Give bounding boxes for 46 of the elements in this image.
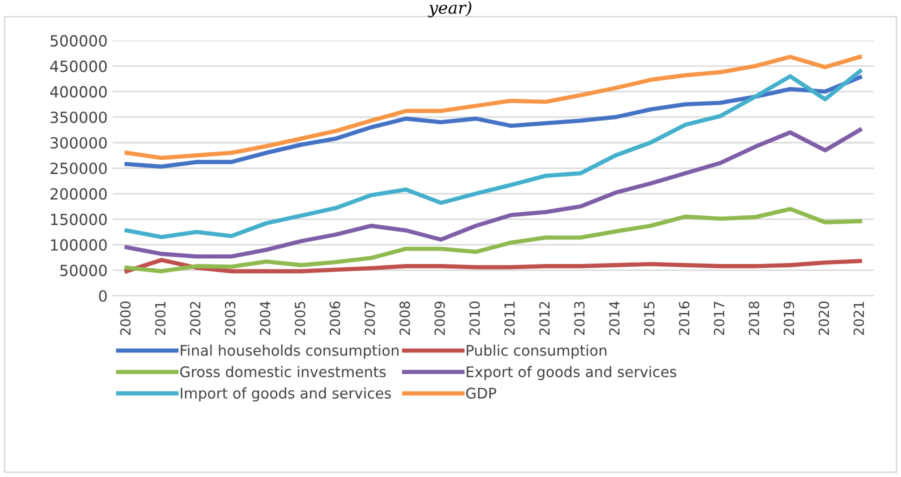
y-tick-label: 200000 [50, 188, 107, 200]
x-tick-label: 2006 [330, 301, 340, 335]
x-tick-label: 2019 [784, 302, 794, 335]
x-tick-label: 2013 [574, 302, 585, 335]
line-series [124, 258, 862, 274]
y-tick-label: 300000 [50, 137, 107, 149]
chart-title: year) [428, 0, 472, 18]
x-tick-label: 2002 [190, 302, 200, 335]
x-tick-label: 2012 [539, 302, 550, 335]
y-tick-label: 500000 [50, 35, 107, 47]
legend-label: GDP [466, 388, 496, 399]
legend-label: Public consumption [466, 344, 606, 359]
x-tick-label: 2011 [504, 302, 515, 335]
legend-label: Final households consumption [180, 344, 399, 359]
y-tick-label: 50000 [60, 264, 107, 276]
legend-label: Import of goods and services [180, 387, 391, 402]
legend-label: Gross domestic investments [180, 366, 386, 378]
x-tick-label: 2003 [224, 302, 236, 335]
x-tick-label: 2008 [400, 302, 410, 335]
x-tick-label: 2021 [854, 302, 864, 335]
x-tick-label: 2007 [364, 302, 376, 335]
line-series [124, 75, 862, 169]
line-series [124, 54, 862, 160]
y-tick-label: 250000 [50, 162, 107, 174]
x-tick-label: 2017 [714, 302, 724, 335]
legend-label: Export of goods and services [466, 366, 676, 380]
line-series [124, 206, 862, 274]
x-tick-label: 2009 [434, 302, 445, 335]
y-tick-label: 150000 [51, 214, 107, 226]
x-tick-label: 2014 [609, 301, 620, 335]
y-tick-label: 0 [99, 290, 107, 302]
x-tick-label: 2005 [294, 302, 306, 335]
x-tick-label: 2004 [260, 301, 270, 335]
y-tick-label: 350000 [50, 112, 107, 124]
line-series [124, 128, 862, 259]
y-tick-label: 450000 [50, 60, 107, 72]
x-tick-label: 2001 [155, 302, 166, 335]
x-tick-label: 2000 [120, 302, 131, 335]
y-tick-label: 400000 [50, 86, 107, 98]
x-tick-label: 2015 [644, 302, 654, 335]
y-tick-label: 100000 [51, 239, 107, 251]
line-series [124, 69, 862, 240]
x-tick-label: 2010 [469, 302, 480, 335]
x-tick-label: 2018 [748, 302, 760, 335]
x-tick-label: 2016 [678, 301, 690, 335]
x-tick-label: 2020 [818, 302, 830, 335]
